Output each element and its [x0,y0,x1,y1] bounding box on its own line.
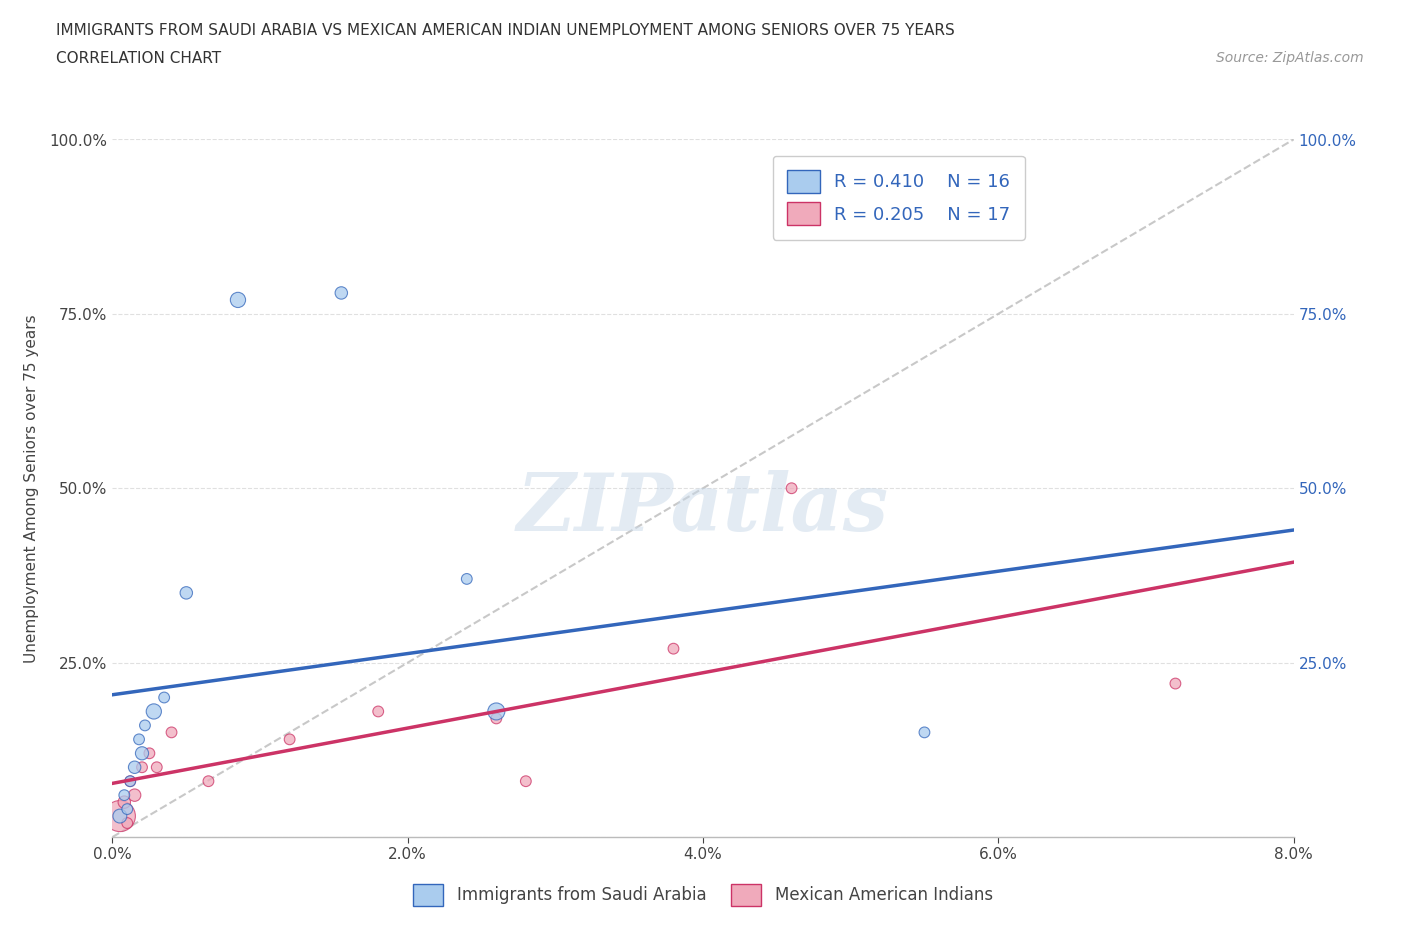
Point [197,774,219,789]
Point [456,571,478,587]
Point [112,794,135,809]
Legend: R = 0.410    N = 16, R = 0.205    N = 17: R = 0.410 N = 16, R = 0.205 N = 17 [773,155,1025,240]
Point [131,746,153,761]
Point [330,286,353,300]
Point [142,704,165,719]
Point [914,725,936,740]
Point [112,788,135,803]
Point [120,774,142,789]
Point [278,732,301,747]
Point [131,760,153,775]
Point [120,774,142,789]
Text: ZIPatlas: ZIPatlas [517,471,889,548]
Point [780,481,803,496]
Point [117,816,138,830]
Point [108,809,131,824]
Point [515,774,537,789]
Point [174,586,197,601]
Point [153,690,176,705]
Point [226,292,249,307]
Text: IMMIGRANTS FROM SAUDI ARABIA VS MEXICAN AMERICAN INDIAN UNEMPLOYMENT AMONG SENIO: IMMIGRANTS FROM SAUDI ARABIA VS MEXICAN … [56,23,955,38]
Text: Source: ZipAtlas.com: Source: ZipAtlas.com [1216,51,1364,65]
Point [160,725,183,740]
Point [134,718,156,733]
Point [485,711,508,725]
Point [485,704,508,719]
Point [138,746,160,761]
Text: CORRELATION CHART: CORRELATION CHART [56,51,221,66]
Legend: Immigrants from Saudi Arabia, Mexican American Indians: Immigrants from Saudi Arabia, Mexican Am… [406,878,1000,912]
Point [367,704,389,719]
Point [662,642,685,657]
Point [146,760,169,775]
Point [124,788,146,803]
Point [108,809,131,824]
Y-axis label: Unemployment Among Seniors over 75 years: Unemployment Among Seniors over 75 years [24,314,38,662]
Point [117,802,138,817]
Point [128,732,150,747]
Point [1164,676,1187,691]
Point [124,760,146,775]
